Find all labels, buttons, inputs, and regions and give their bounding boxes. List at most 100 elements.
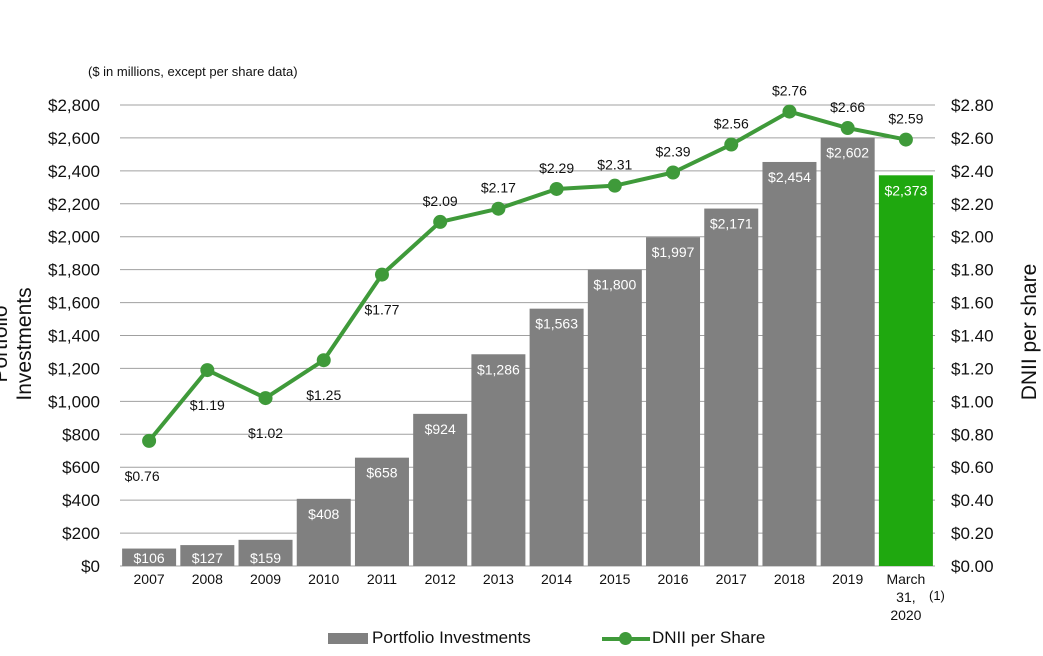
dnii-point — [258, 391, 273, 406]
dnii-point — [840, 121, 855, 136]
dnii-point — [433, 214, 448, 229]
dnii-value-label: $1.02 — [248, 425, 283, 441]
dnii-value-label: $2.76 — [772, 83, 807, 99]
dnii-value-label: $1.19 — [190, 397, 225, 413]
bar — [354, 457, 409, 566]
right-tick-label: $1.60 — [951, 294, 994, 313]
left-tick-label: $1,600 — [48, 294, 100, 313]
legend-item-dnii: DNII per Share — [602, 628, 765, 648]
bar — [122, 548, 177, 566]
x-tick-label: 2018 — [774, 571, 805, 587]
left-tick-label: $2,000 — [48, 228, 100, 247]
dnii-value-label: $2.09 — [423, 193, 458, 209]
bar — [878, 175, 933, 567]
dnii-value-label: $2.59 — [888, 111, 923, 127]
right-tick-label: $1.80 — [951, 261, 994, 280]
dnii-point — [666, 165, 681, 180]
dnii-value-label: $2.66 — [830, 99, 865, 115]
bar-value-label: $2,373 — [884, 182, 927, 198]
dnii-point — [200, 363, 215, 378]
x-tick-label: 2014 — [541, 571, 572, 587]
dnii-point — [142, 433, 157, 448]
dnii-point — [607, 178, 622, 193]
right-tick-label: $2.20 — [951, 195, 994, 214]
right-tick-label: $2.00 — [951, 228, 994, 247]
x-tick-label: March — [886, 571, 925, 587]
left-tick-label: $1,200 — [48, 359, 100, 378]
bar-value-label: $1,800 — [593, 277, 636, 293]
right-tick-label: $2.60 — [951, 129, 994, 148]
bar — [704, 208, 759, 566]
bar — [587, 269, 642, 566]
bar — [762, 161, 817, 566]
left-tick-label: $200 — [62, 524, 100, 543]
dnii-value-label: $2.29 — [539, 160, 574, 176]
bar-value-label: $1,997 — [652, 244, 695, 260]
bar-value-label: $408 — [308, 506, 339, 522]
left-tick-label: $600 — [62, 458, 100, 477]
left-tick-label: $1,800 — [48, 261, 100, 280]
bar-value-label: $2,454 — [768, 169, 811, 185]
bar-value-label: $1,563 — [535, 316, 578, 332]
dnii-value-label: $0.76 — [125, 468, 160, 484]
dnii-point — [898, 132, 913, 147]
bar — [820, 137, 875, 566]
bar-value-label: $127 — [192, 550, 223, 566]
x-tick-label: 2012 — [425, 571, 456, 587]
x-tick-label: 31, — [896, 589, 915, 605]
dnii-point — [782, 104, 797, 119]
left-tick-label: $2,600 — [48, 129, 100, 148]
left-tick-label: $400 — [62, 491, 100, 510]
dnii-value-label: $2.56 — [714, 116, 749, 132]
x-tick-label: 2020 — [890, 607, 921, 623]
bar-value-label: $658 — [366, 465, 397, 481]
dnii-point — [549, 181, 564, 196]
left-tick-label: $2,800 — [48, 96, 100, 115]
dnii-line — [147, 109, 907, 443]
x-tick-label: 2010 — [308, 571, 339, 587]
bar — [413, 413, 468, 566]
right-tick-label: $1.20 — [951, 359, 994, 378]
x-tick-label: 2017 — [716, 571, 747, 587]
bar-value-label: $2,171 — [710, 216, 753, 232]
bar-value-label: $106 — [134, 550, 165, 566]
x-tick-label: 2019 — [832, 571, 863, 587]
dnii-point — [491, 201, 506, 216]
x-tick-label: 2009 — [250, 571, 281, 587]
dnii-value-label: $2.31 — [597, 157, 632, 173]
right-tick-label: $0.60 — [951, 458, 994, 477]
bar — [529, 308, 584, 566]
chart-subtitle: ($ in millions, except per share data) — [88, 64, 298, 79]
dnii-value-label: $2.17 — [481, 180, 516, 196]
legend-swatch-line — [602, 631, 650, 645]
right-tick-label: $1.40 — [951, 327, 994, 346]
x-tick-label: 2008 — [192, 571, 223, 587]
left-tick-label: $2,200 — [48, 195, 100, 214]
legend-swatch-bar — [328, 632, 368, 644]
legend-label-portfolio: Portfolio Investments — [372, 628, 531, 647]
bar — [471, 354, 526, 566]
left-tick-label: $800 — [62, 425, 100, 444]
dnii-point — [374, 267, 389, 282]
legend-label-dnii: DNII per Share — [652, 628, 766, 647]
bar-value-label: $1,286 — [477, 361, 520, 377]
bar — [646, 237, 701, 566]
right-tick-label: $0.80 — [951, 425, 994, 444]
left-tick-label: $1,400 — [48, 327, 100, 346]
left-tick-label: $0 — [81, 557, 100, 576]
right-tick-label: $2.40 — [951, 162, 994, 181]
legend: Portfolio Investments DNII per Share — [0, 628, 1043, 650]
dnii-point — [316, 353, 331, 368]
left-tick-label: $2,400 — [48, 162, 100, 181]
bar — [238, 539, 293, 566]
right-tick-label: $0.20 — [951, 524, 994, 543]
right-tick-label: $0.00 — [951, 557, 994, 576]
dnii-point — [724, 137, 739, 152]
legend-item-portfolio: Portfolio Investments — [328, 628, 531, 648]
left-tick-label: $1,000 — [48, 392, 100, 411]
bar-value-label: $2,602 — [826, 145, 869, 161]
dnii-value-label: $2.39 — [656, 144, 691, 160]
right-tick-label: $1.00 — [951, 392, 994, 411]
right-tick-label: $2.80 — [951, 96, 994, 115]
